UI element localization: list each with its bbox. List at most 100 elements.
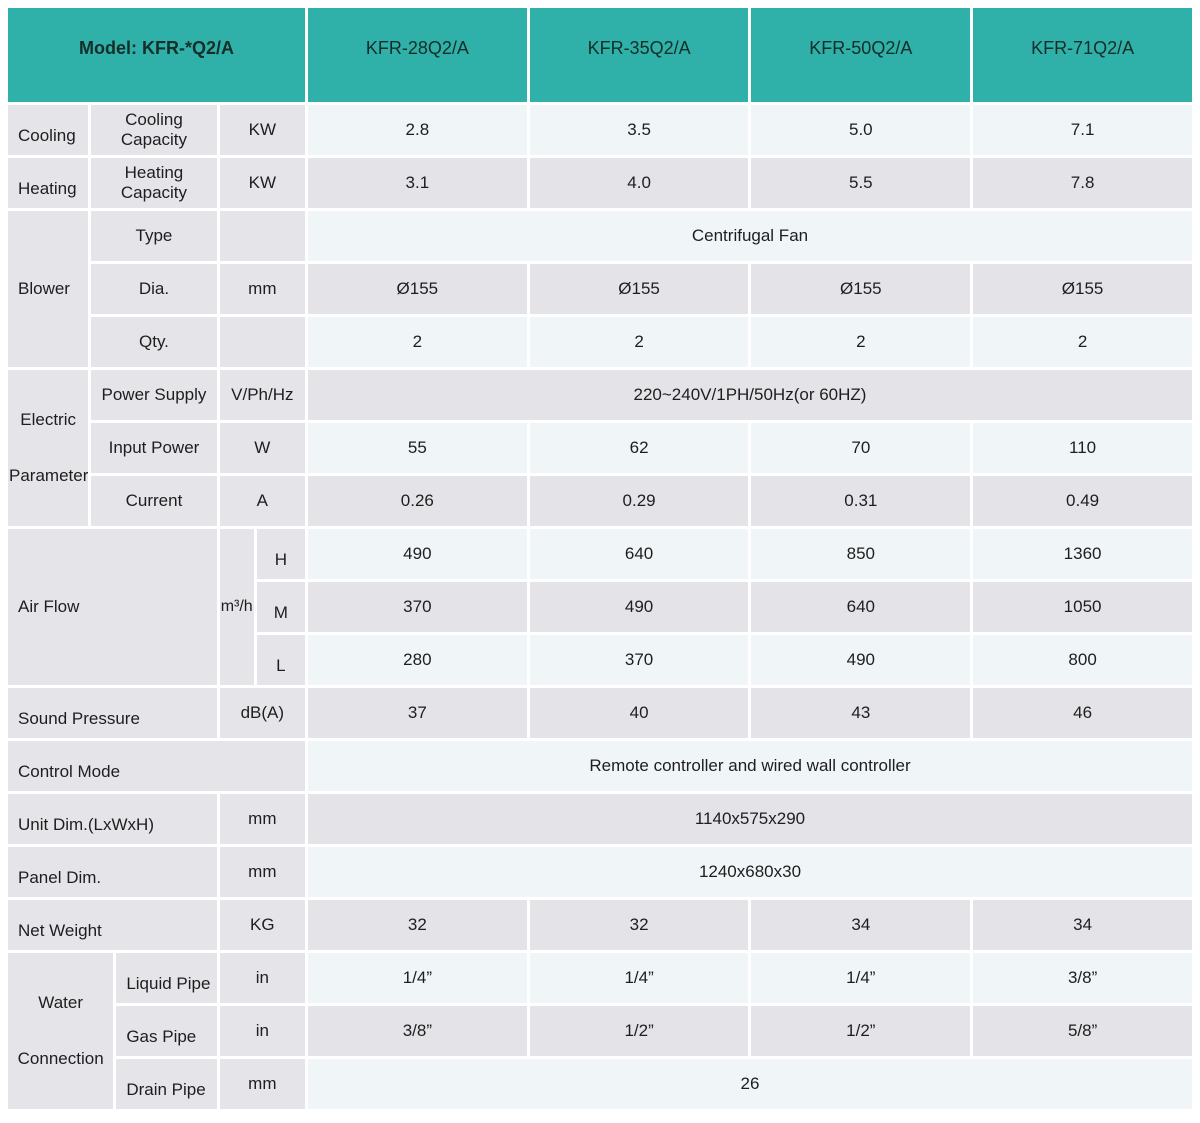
model-column-header-3: KFR-50Q2/A — [751, 8, 971, 102]
value-cell: 640 — [751, 582, 971, 632]
value-cell: 37 — [307, 688, 527, 738]
group-label-cooling: Cooling — [8, 105, 89, 155]
row-input-power: Input Power W 55 62 70 110 — [8, 423, 1192, 473]
value-cell: Ø155 — [307, 264, 527, 314]
value-cell: 1/4” — [307, 953, 527, 1003]
row-power-supply: Electric Parameter Power Supply V/Ph/Hz … — [8, 370, 1192, 526]
group-label-water-connection: Water Connection — [8, 953, 114, 1109]
value-cell: 0.31 — [751, 476, 971, 526]
row-label: Cooling Capacity — [91, 105, 217, 155]
unit-cell: KG — [219, 900, 305, 950]
model-column-header-4: KFR-71Q2/A — [973, 8, 1192, 102]
unit-cell: mm — [219, 794, 305, 844]
row-label: Input Power — [91, 423, 217, 473]
value-cell: 1/2” — [529, 1006, 749, 1056]
row-blower-type: Blower Type Centrifugal Fan — [8, 211, 1192, 367]
row-blower-dia: Dia. mm Ø155 Ø155 Ø155 Ø155 — [8, 264, 1192, 314]
value-cell: 55 — [307, 423, 527, 473]
row-label: Qty. — [91, 317, 217, 367]
merged-value-cell: Centrifugal Fan — [307, 211, 1192, 261]
value-cell: 43 — [751, 688, 971, 738]
value-cell: 1/2” — [751, 1006, 971, 1056]
group-label-electric-parameter: Electric Parameter — [8, 370, 89, 526]
row-label: Liquid Pipe — [116, 953, 217, 1003]
value-cell: 46 — [973, 688, 1192, 738]
unit-cell: dB(A) — [219, 688, 305, 738]
value-cell: 1360 — [973, 529, 1192, 579]
merged-value-cell: 26 — [307, 1059, 1192, 1109]
value-cell: 34 — [751, 900, 971, 950]
unit-cell: in — [219, 953, 305, 1003]
merged-value-cell: Remote controller and wired wall control… — [307, 741, 1192, 791]
unit-cell-airflow: m³/h — [219, 529, 254, 685]
group-label-air-flow: Air Flow — [8, 529, 217, 685]
value-cell: 2.8 — [307, 105, 527, 155]
row-label: Dia. — [91, 264, 217, 314]
model-column-header-1: KFR-28Q2/A — [307, 8, 527, 102]
value-cell: 1050 — [973, 582, 1192, 632]
value-cell: 0.26 — [307, 476, 527, 526]
value-cell: 490 — [307, 529, 527, 579]
value-cell: Ø155 — [973, 264, 1192, 314]
speed-label-medium: M — [256, 582, 305, 632]
row-label: Type — [91, 211, 217, 261]
unit-cell: KW — [219, 158, 305, 208]
value-cell: 3/8” — [307, 1006, 527, 1056]
row-label-sound-pressure: Sound Pressure — [8, 688, 217, 738]
value-cell: 850 — [751, 529, 971, 579]
speed-label-low: L — [256, 635, 305, 685]
merged-value-cell: 220~240V/1PH/50Hz(or 60HZ) — [307, 370, 1192, 420]
row-heating-capacity: Heating Heating Capacity KW 3.1 4.0 5.5 … — [8, 158, 1192, 208]
row-label-control-mode: Control Mode — [8, 741, 305, 791]
value-cell: 2 — [307, 317, 527, 367]
value-cell: 370 — [529, 635, 749, 685]
row-label-unit-dim: Unit Dim.(LxWxH) — [8, 794, 217, 844]
unit-cell: W — [219, 423, 305, 473]
value-cell: 1/4” — [751, 953, 971, 1003]
value-cell: 4.0 — [529, 158, 749, 208]
value-cell: 3/8” — [973, 953, 1192, 1003]
value-cell: 0.49 — [973, 476, 1192, 526]
row-current: Current A 0.26 0.29 0.31 0.49 — [8, 476, 1192, 526]
row-airflow-low: L 280 370 490 800 — [8, 635, 1192, 685]
unit-cell: KW — [219, 105, 305, 155]
row-control-mode: Control Mode Remote controller and wired… — [8, 741, 1192, 791]
value-cell: 1/4” — [529, 953, 749, 1003]
row-net-weight: Net Weight KG 32 32 34 34 — [8, 900, 1192, 950]
value-cell: 40 — [529, 688, 749, 738]
row-label: Gas Pipe — [116, 1006, 217, 1056]
row-label-net-weight: Net Weight — [8, 900, 217, 950]
unit-cell: mm — [219, 264, 305, 314]
spec-table: Model: KFR-*Q2/A KFR-28Q2/A KFR-35Q2/A K… — [5, 5, 1195, 1112]
row-liquid-pipe: Water Connection Liquid Pipe in 1/4” 1/4… — [8, 953, 1192, 1109]
value-cell: 70 — [751, 423, 971, 473]
value-cell: 5.0 — [751, 105, 971, 155]
value-cell: 3.5 — [529, 105, 749, 155]
value-cell: 490 — [751, 635, 971, 685]
model-header-cell: Model: KFR-*Q2/A — [8, 8, 305, 102]
unit-cell: in — [219, 1006, 305, 1056]
row-gas-pipe: Gas Pipe in 3/8” 1/2” 1/2” 5/8” — [8, 1006, 1192, 1056]
value-cell: 3.1 — [307, 158, 527, 208]
row-airflow-medium: M 370 490 640 1050 — [8, 582, 1192, 632]
value-cell: 110 — [973, 423, 1192, 473]
value-cell: 2 — [751, 317, 971, 367]
unit-cell: V/Ph/Hz — [219, 370, 305, 420]
value-cell: 370 — [307, 582, 527, 632]
value-cell: 62 — [529, 423, 749, 473]
row-cooling-capacity: Cooling Cooling Capacity KW 2.8 3.5 5.0 … — [8, 105, 1192, 155]
row-drain-pipe: Drain Pipe mm 26 — [8, 1059, 1192, 1109]
value-cell: 800 — [973, 635, 1192, 685]
value-cell: 34 — [973, 900, 1192, 950]
group-label-heating: Heating — [8, 158, 89, 208]
row-unit-dim: Unit Dim.(LxWxH) mm 1140x575x290 — [8, 794, 1192, 844]
row-label: Power Supply — [91, 370, 217, 420]
group-label-blower: Blower — [8, 211, 89, 367]
merged-value-cell: 1240x680x30 — [307, 847, 1192, 897]
value-cell: 2 — [973, 317, 1192, 367]
value-cell: 7.8 — [973, 158, 1192, 208]
row-sound-pressure: Sound Pressure dB(A) 37 40 43 46 — [8, 688, 1192, 738]
row-airflow-high: Air Flow m³/h H 490 640 850 1360 — [8, 529, 1192, 685]
value-cell: 5/8” — [973, 1006, 1192, 1056]
